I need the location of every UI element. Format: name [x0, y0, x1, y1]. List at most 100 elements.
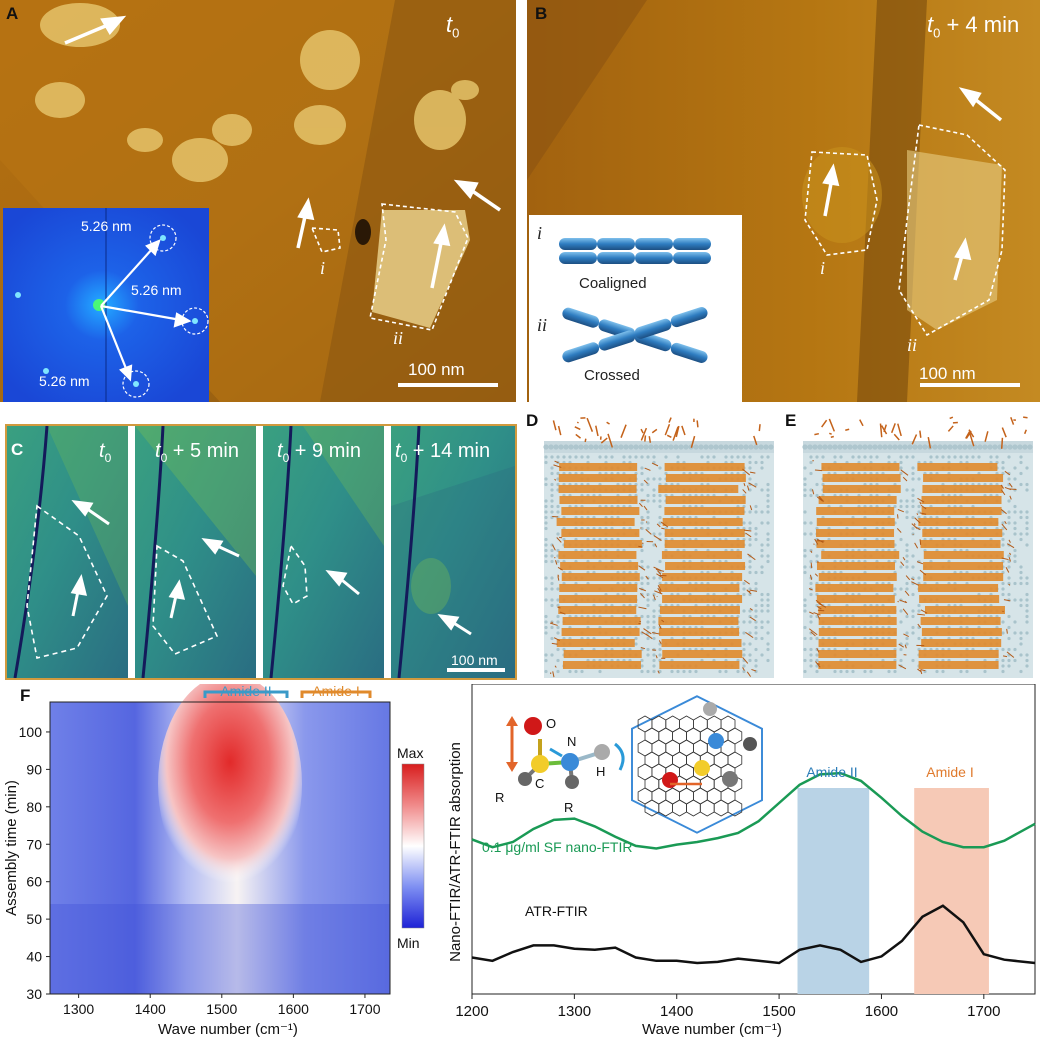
crossed-rods — [562, 307, 708, 363]
panel-b-label: B — [535, 4, 548, 23]
fft-label-1: 5.26 nm — [81, 218, 132, 234]
panel-e: E — [785, 405, 1040, 685]
heatmap-hotspot — [158, 684, 302, 894]
f-xlabel: Wave number (cm⁻¹) — [158, 1021, 298, 1038]
heatmap-f: 1300 1400 1500 1600 1700 30 40 50 60 70 80 90 100 Am… — [3, 684, 425, 1038]
time-sub: 0 — [452, 25, 460, 41]
atr-ftir-label: ATR-FTIR — [525, 903, 588, 919]
scale-bar-label-a: 100 nm — [408, 360, 465, 379]
atr-ftir-line — [471, 904, 1036, 965]
frame-2 — [135, 426, 256, 678]
graphene-inset — [631, 695, 763, 834]
f-ytick: 100 — [19, 724, 43, 740]
roi-ii-label-b: ii — [907, 335, 918, 355]
coaligned-rods — [559, 238, 711, 264]
panel-c-label: C — [11, 440, 24, 459]
peptide-molecule: O N C H R R — [495, 716, 625, 815]
f-xtick: 1500 — [206, 1001, 237, 1017]
inset-ii-caption: Crossed — [584, 367, 640, 384]
frame-4-time: t0 + 14 min — [395, 440, 491, 465]
frame-1 — [7, 426, 128, 678]
atom-c: C — [535, 776, 544, 791]
frame-3-time: t0 + 9 min — [277, 440, 361, 465]
g-xtick: 1500 — [762, 1003, 795, 1020]
f-ylabel: Assembly time (min) — [3, 780, 20, 916]
f-ytick: 80 — [26, 799, 42, 815]
atom-r1: R — [495, 790, 504, 805]
band-amide-ii-label: Amide II — [806, 764, 857, 780]
atom-r2: R — [564, 800, 573, 815]
fft-label-3: 5.26 nm — [39, 373, 90, 389]
band-amide-i-label: Amide I — [926, 764, 973, 780]
colorbar-max-label: Max — [397, 745, 423, 761]
atom-h: H — [596, 764, 605, 779]
g-xtick: 1200 — [455, 1003, 488, 1020]
f-ytick: 40 — [26, 949, 42, 965]
amide-ii-label: Amide II — [220, 684, 271, 699]
md-snapshot-d — [543, 417, 774, 678]
inset-i-caption: Coaligned — [579, 275, 647, 292]
nano-ftir-label: 0.1 μg/ml SF nano-FTIR — [482, 839, 632, 855]
afm-series-c — [7, 426, 515, 678]
roi-i-outline-b — [804, 151, 878, 256]
roi-i-label-b: i — [820, 258, 826, 278]
panel-c: C t0 t0 + 5 min t0 + 9 min t0 + 14 min 1… — [5, 424, 517, 680]
amide-i-bracket — [300, 690, 372, 698]
f-ytick: 90 — [26, 761, 42, 777]
panel-a-label: A — [6, 4, 19, 23]
time-base: t — [927, 12, 934, 37]
panel-f: 1300 1400 1500 1600 1700 30 40 50 60 70 80 90 100 Am… — [0, 684, 440, 1040]
fft-label-2: 5.26 nm — [131, 282, 182, 298]
nano-ftir-line — [471, 771, 1036, 850]
f-ytick: 50 — [26, 911, 42, 927]
panel-g: 1200 1300 1400 1500 1600 1700 O N C H R R — [440, 684, 1040, 1040]
f-xtick: 1400 — [135, 1001, 166, 1017]
atom-o: O — [546, 716, 556, 731]
roi-i-outline — [310, 227, 341, 253]
colorbar — [401, 763, 425, 929]
f-ytick: 70 — [26, 836, 42, 852]
amide-ii-bracket — [203, 690, 289, 698]
panel-d: D — [526, 405, 781, 685]
panel-a-time: t0 — [446, 12, 459, 40]
g-xlabel: Wave number (cm⁻¹) — [642, 1021, 782, 1038]
panel-b: B t0 + 4 min i ii 100 nm i Coa — [527, 0, 1040, 402]
md-snapshot-e — [802, 416, 1033, 678]
frame-4 — [391, 426, 515, 678]
panel-e-label: E — [785, 411, 797, 430]
colorbar-min-label: Min — [397, 935, 420, 951]
inset-i-label: i — [537, 223, 543, 243]
panel-a: A t0 i ii 100 nm — [0, 0, 516, 402]
g-ylabel: Nano-FTIR/ATR-FTIR absorption — [447, 742, 464, 962]
spectra-chart-g: 1200 1300 1400 1500 1600 1700 O N C H R R — [447, 684, 1036, 1038]
f-xtick: 1300 — [63, 1001, 94, 1017]
time-sub: 0 — [933, 25, 941, 41]
f-xtick: 1600 — [278, 1001, 309, 1017]
band-amide-i — [914, 788, 989, 994]
f-ytick: 30 — [26, 986, 42, 1002]
scale-bar-label-c: 100 nm — [451, 652, 498, 668]
roi-ii-label: ii — [393, 328, 404, 348]
scale-bar-label-b: 100 nm — [919, 364, 976, 383]
g-xtick: 1300 — [558, 1003, 591, 1020]
frame-2-time: t0 + 5 min — [155, 440, 239, 465]
panel-f-label: F — [20, 686, 31, 705]
g-xtick: 1400 — [660, 1003, 693, 1020]
amide-i-label: Amide I — [312, 684, 359, 699]
panel-d-label: D — [526, 411, 539, 430]
f-ytick: 60 — [26, 874, 42, 890]
f-xtick: 1700 — [349, 1001, 380, 1017]
fft-inset: 5.26 nm 5.26 nm 5.26 nm — [3, 208, 209, 402]
inset-ii-label: ii — [537, 315, 548, 335]
g-xtick: 1600 — [865, 1003, 898, 1020]
atom-n: N — [567, 734, 576, 749]
roi-ii-outline — [369, 203, 469, 331]
fibril-inset: i Coaligned ii Crossed — [529, 215, 742, 402]
g-xtick: 1700 — [967, 1003, 1000, 1020]
time-base: t — [446, 12, 453, 37]
frame-3 — [263, 426, 384, 678]
band-amide-ii — [797, 788, 870, 994]
panel-b-time: t0 + 4 min — [927, 12, 1019, 40]
frame-1-time: t0 — [99, 440, 112, 465]
time-suffix: + 4 min — [940, 12, 1020, 37]
